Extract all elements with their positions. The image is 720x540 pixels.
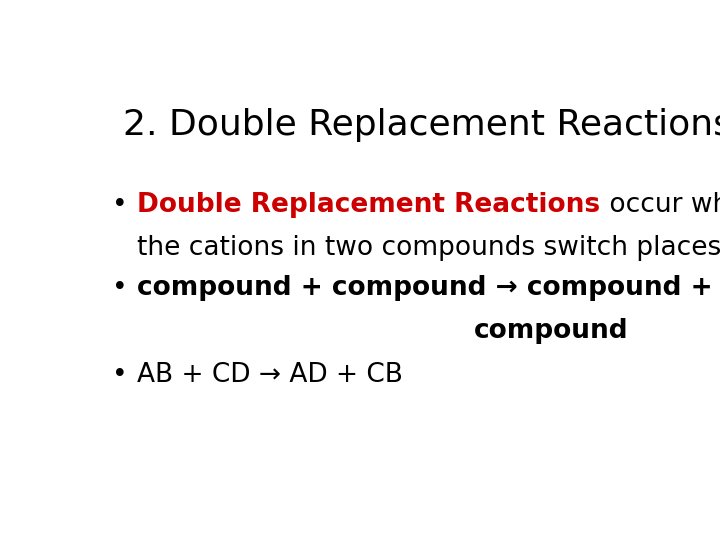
- Text: compound + compound → compound +: compound + compound → compound +: [138, 275, 713, 301]
- Text: AB + CD → AD + CB: AB + CD → AD + CB: [138, 362, 403, 388]
- Text: 2. Double Replacement Reactions: 2. Double Replacement Reactions: [124, 109, 720, 143]
- Text: the cations in two compounds switch places.: the cations in two compounds switch plac…: [138, 235, 720, 261]
- Text: •: •: [112, 192, 128, 218]
- Text: occur when: occur when: [600, 192, 720, 218]
- Text: •: •: [112, 275, 128, 301]
- Text: compound: compound: [474, 319, 629, 345]
- Text: •: •: [112, 362, 128, 388]
- Text: Double Replacement Reactions: Double Replacement Reactions: [138, 192, 600, 218]
